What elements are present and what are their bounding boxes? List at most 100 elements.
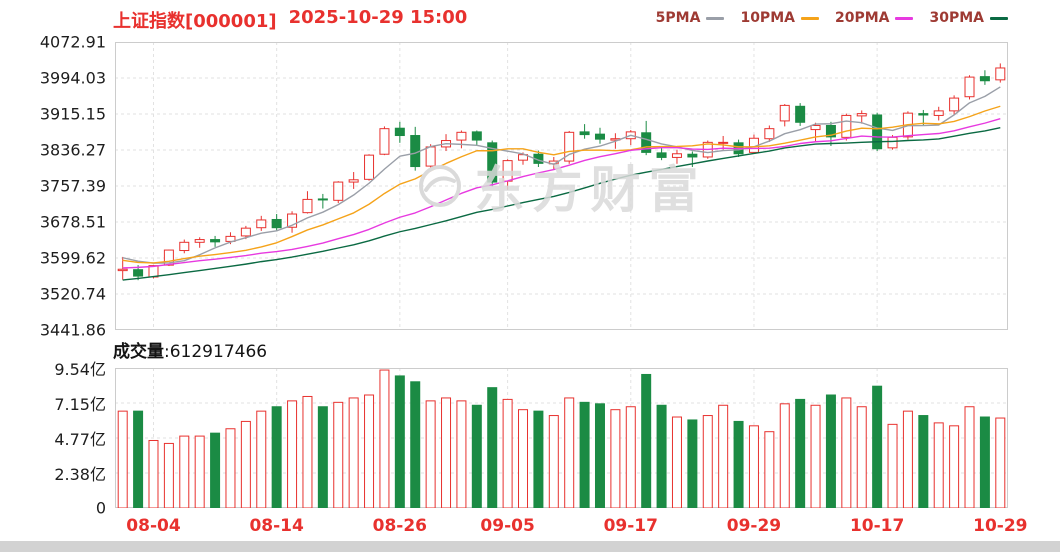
volume-bar — [410, 381, 421, 508]
volume-bar — [687, 419, 698, 508]
volume-bar — [317, 406, 328, 508]
candle-body — [287, 213, 298, 228]
volume-bar — [764, 431, 775, 508]
candle-body — [117, 268, 128, 272]
candle-body — [240, 227, 251, 237]
candle-body — [825, 124, 836, 138]
index-title: 上证指数[000001] — [113, 11, 277, 32]
volume-bar — [148, 439, 159, 508]
candle-body — [487, 142, 498, 183]
candle-body — [579, 131, 590, 136]
candle-body — [333, 181, 344, 201]
price-chart-canvas[interactable] — [115, 42, 1008, 330]
candle-body — [425, 146, 436, 167]
volume-bar — [856, 406, 867, 508]
volume-bar — [779, 403, 790, 508]
candle-body — [810, 124, 821, 131]
volume-bar — [979, 416, 990, 508]
volume-bar — [748, 425, 759, 508]
volume-bar — [471, 404, 482, 508]
volume-bar — [194, 435, 205, 508]
ma-legend: 5PMA 10PMA 20PMA 30PMA — [656, 10, 1008, 26]
volume-axis-label: 2.38亿 — [54, 465, 106, 484]
volume-bar — [163, 442, 174, 508]
volume-bar — [502, 398, 513, 508]
candle-body — [764, 128, 775, 140]
volume-bar — [933, 422, 944, 508]
bottom-strip — [0, 541, 1060, 552]
legend-line-swatch — [800, 16, 819, 20]
volume-bar — [825, 394, 836, 508]
volume-bar — [718, 404, 729, 508]
volume-bar — [564, 397, 575, 508]
candle-body — [502, 160, 513, 182]
candle-body — [718, 141, 729, 144]
volume-bar — [256, 410, 267, 508]
volume-bar — [379, 369, 390, 508]
volume-axis-label: 7.15亿 — [54, 395, 106, 414]
volume-bar — [425, 400, 436, 508]
candle-body — [394, 127, 405, 137]
volume-bar — [902, 410, 913, 508]
legend-item-30pma: 30PMA — [929, 10, 1008, 26]
candle-body — [918, 113, 929, 116]
price-y-axis: 4072.91 3994.03 3915.15 3836.27 3757.39 3678.… — [0, 33, 106, 340]
price-chart-area[interactable] — [115, 42, 1008, 330]
candle-body — [256, 219, 267, 229]
candle-body — [995, 67, 1006, 81]
legend-label: 5PMA — [655, 10, 701, 26]
volume-bar — [302, 395, 313, 508]
price-axis-label: 3836.27 — [39, 140, 106, 160]
x-axis-label: 09-29 — [726, 516, 782, 536]
candle-body — [641, 132, 652, 153]
candle-body — [887, 136, 898, 149]
x-axis-label: 08-14 — [249, 516, 304, 536]
volume-bar — [441, 397, 452, 508]
ma-line-5pma — [122, 86, 1001, 264]
volume-bar — [872, 385, 883, 508]
legend-label: 30PMA — [929, 10, 984, 26]
volume-separator: : — [164, 342, 170, 362]
volume-bar — [333, 401, 344, 508]
volume-y-axis: 9.54亿 7.15亿 4.77亿 2.38亿 0 — [0, 360, 106, 518]
candle-body — [456, 131, 467, 141]
legend-label: 10PMA — [740, 10, 795, 26]
volume-bar — [394, 375, 405, 508]
volume-chart-canvas[interactable] — [115, 368, 1008, 508]
volume-chart-area[interactable] — [115, 368, 1008, 508]
legend-label: 20PMA — [834, 10, 890, 26]
volume-axis-label: 0 — [95, 498, 106, 518]
ma-line-20pma — [122, 118, 1001, 269]
volume-axis-label: 4.77亿 — [54, 430, 106, 449]
volume-bar — [579, 401, 590, 508]
legend-line-swatch — [706, 16, 725, 20]
candle-body — [979, 76, 990, 82]
volume-bar — [117, 410, 128, 508]
volume-bar — [240, 420, 251, 508]
volume-label: 成交量 — [113, 342, 164, 362]
candle-body — [687, 153, 698, 158]
volume-bar — [702, 415, 713, 508]
candle-body — [179, 241, 190, 252]
ma-line-10pma — [122, 105, 1001, 264]
volume-bar — [225, 428, 236, 508]
x-axis-label: 09-05 — [480, 516, 535, 536]
volume-bar — [271, 406, 282, 508]
volume-bar — [548, 415, 559, 508]
chart-header: 上证指数[000001] 2025-10-29 15:00 — [113, 7, 467, 33]
volume-axis-label: 9.54亿 — [54, 360, 106, 379]
volume-bar — [364, 394, 375, 508]
candle-body — [841, 114, 852, 138]
candle-body — [133, 269, 144, 277]
volume-header: 成交量:612917466 — [113, 337, 267, 362]
candle-body — [779, 104, 790, 122]
legend-item-10pma: 10PMA — [740, 10, 819, 26]
volume-bar — [641, 373, 652, 508]
candle-body — [656, 152, 667, 158]
volume-bar — [887, 423, 898, 508]
candle-body — [302, 198, 313, 214]
volume-bar — [518, 409, 529, 508]
candle-body — [933, 110, 944, 116]
volume-bar — [210, 432, 221, 508]
